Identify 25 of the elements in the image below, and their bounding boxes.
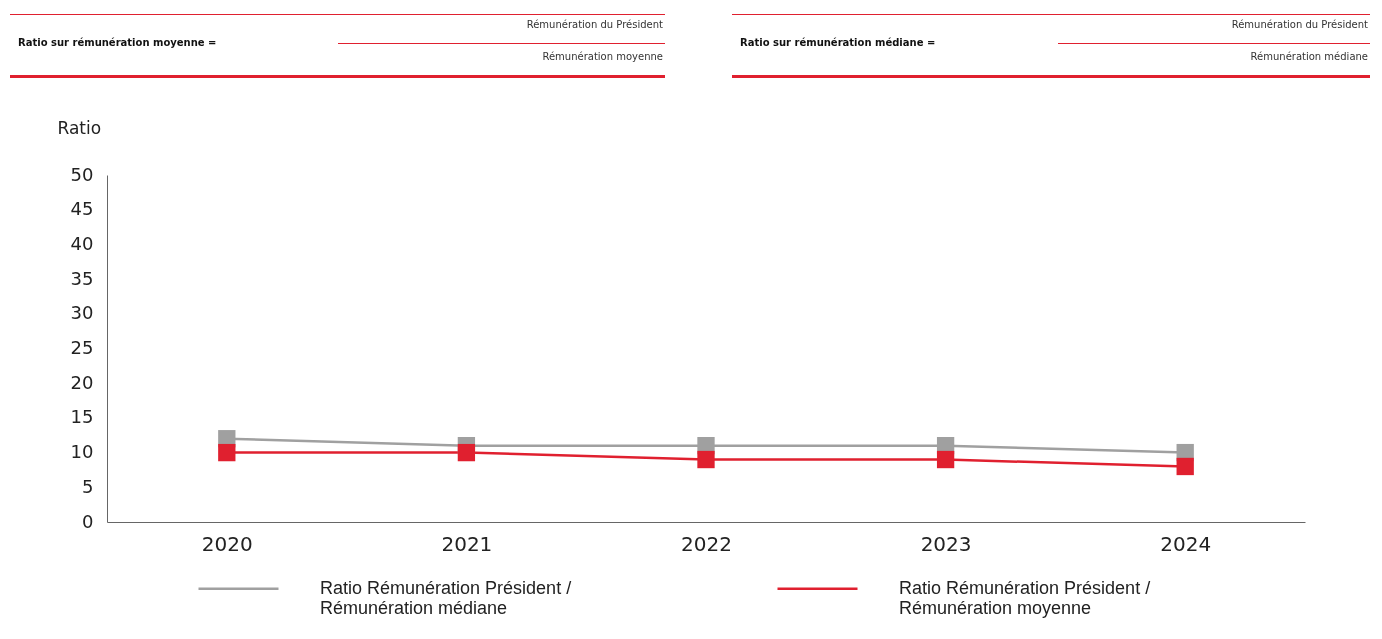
y-tick-label: 40 [70,232,94,254]
y-tick-label: 35 [70,267,94,289]
text: Ratio sur rémunération moyenne = [18,37,217,48]
x-tick-label: 2023 [920,531,972,556]
y-axis-title: Ratio [57,117,102,138]
x-tick-label: 2021 [441,531,493,556]
y-tick-label: 5 [82,475,94,497]
y-tick-label: 15 [70,406,94,428]
x-tick-label: 2020 [201,531,253,556]
y-tick-label: 25 [70,337,94,358]
text: Rémunération du Président [1231,19,1368,30]
x-tick-label: 2024 [1160,531,1212,556]
text: Rémunération du Président [526,19,663,30]
y-tick-label: 10 [70,441,94,463]
y-tick-label: 45 [70,198,94,220]
y-tick-label: 30 [70,302,94,324]
y-tick-label: 50 [70,163,94,185]
y-tick-label: 0 [82,510,94,532]
text: Rémunération médiane [1250,51,1368,62]
legend-label: Ratio Rémunération Président / Rémunération moyenne [899,577,1151,618]
legend-label: Ratio Rémunération Président / Rémunération médiane [320,577,572,618]
x-tick-label: 2022 [681,531,732,556]
text: Ratio sur rémunération médiane = [740,37,936,48]
text: Rémunération moyenne [542,51,663,62]
y-tick-label: 20 [70,371,94,393]
